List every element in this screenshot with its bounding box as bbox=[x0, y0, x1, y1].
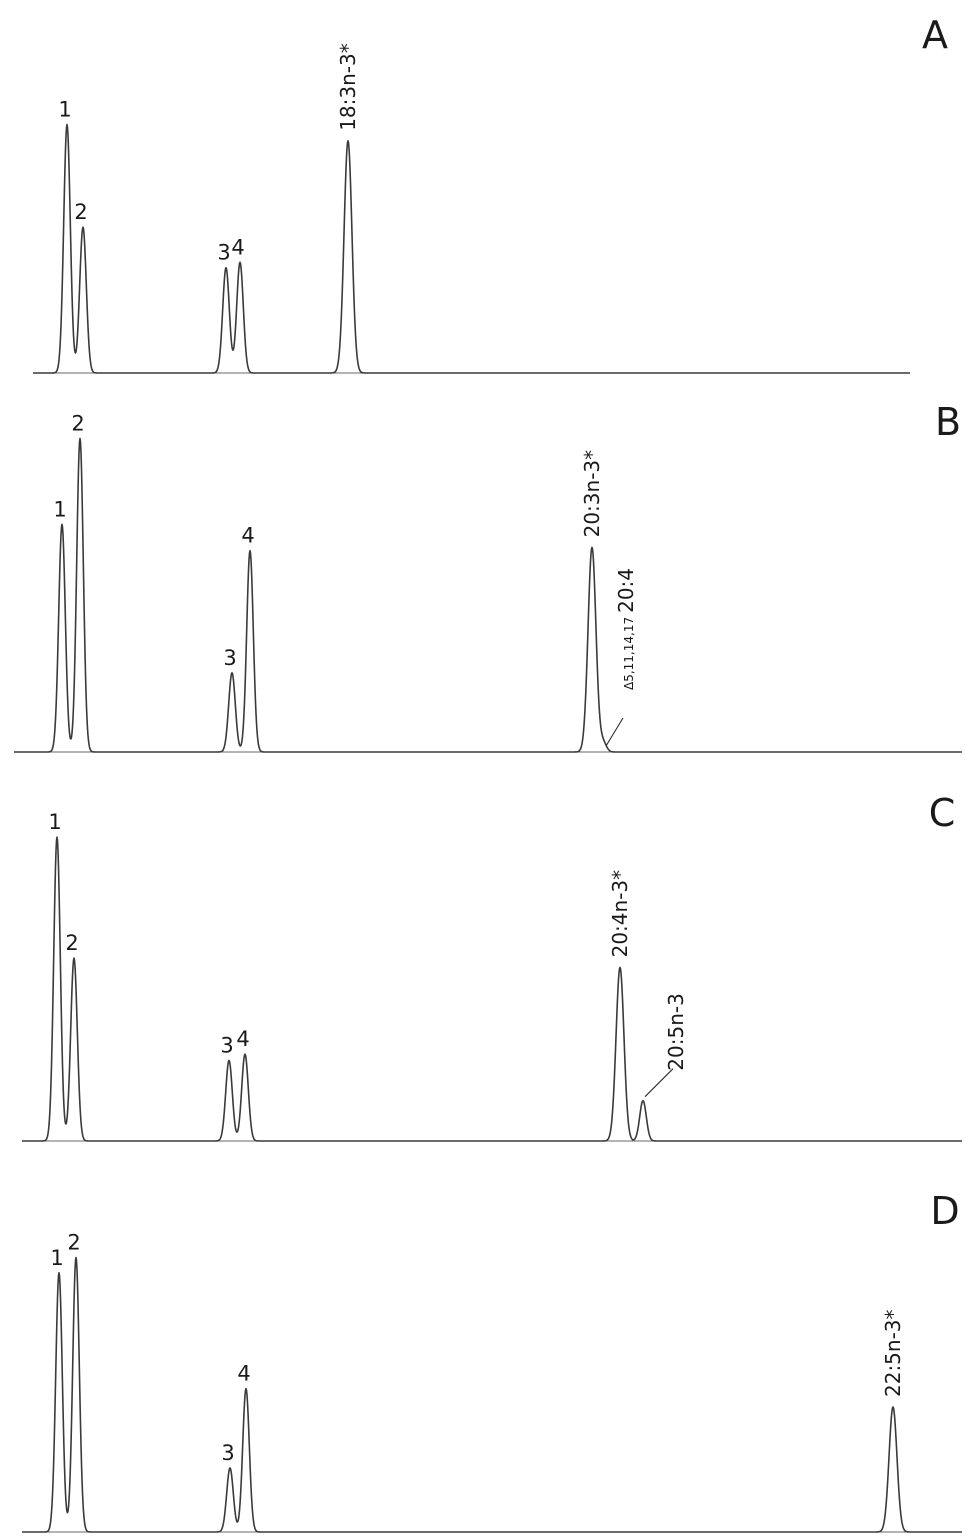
peak-label-1: 1 bbox=[50, 1246, 63, 1270]
peak-label-3: 3 bbox=[217, 241, 230, 265]
chromatogram-trace bbox=[13, 437, 963, 753]
peak-label-2: 2 bbox=[74, 200, 87, 224]
peak-label-2: 2 bbox=[67, 1231, 80, 1255]
peak-label-18-3n-3: 18:3n-3* bbox=[336, 43, 360, 131]
peak-label-subscript: Δ5,11,14,17 bbox=[622, 617, 636, 690]
peak-leader-20-4 bbox=[605, 717, 624, 747]
peak-label-4: 4 bbox=[236, 1027, 249, 1051]
peak-label-20-5n-3: 20:5n-3 bbox=[664, 993, 688, 1071]
peak-label-2: 2 bbox=[65, 931, 78, 955]
peak-label-4: 4 bbox=[231, 235, 244, 259]
peak-label-20-4: Δ5,11,14,17 20:4 bbox=[614, 568, 638, 690]
chromatogram-trace bbox=[32, 123, 911, 374]
panel-b: B 1 2 3 4 20:3n-3* Δ5,11,14,17 20:4 bbox=[13, 400, 963, 753]
peak-label-3: 3 bbox=[223, 646, 236, 670]
panel-letter-c: C bbox=[929, 791, 956, 835]
peak-label-20-4n-3: 20:4n-3* bbox=[608, 870, 632, 958]
peak-label-4: 4 bbox=[241, 524, 254, 548]
panel-letter-d: D bbox=[930, 1189, 959, 1233]
peak-label-main: 20:4 bbox=[614, 568, 638, 613]
chromatogram-trace bbox=[21, 1256, 963, 1533]
peak-label-3: 3 bbox=[220, 1033, 233, 1057]
peak-label-22-5n-3: 22:5n-3* bbox=[881, 1309, 905, 1397]
peak-label-4: 4 bbox=[237, 1362, 250, 1386]
panel-letter-b: B bbox=[935, 400, 961, 444]
peak-label-1: 1 bbox=[58, 98, 71, 122]
peak-label-3: 3 bbox=[221, 1441, 234, 1465]
panel-d: D 12 3 4 22:5n-3* bbox=[21, 1189, 963, 1533]
peak-label-2: 2 bbox=[71, 412, 84, 436]
peak-label-1: 1 bbox=[53, 497, 66, 521]
panel-c: C 1 2 3 4 20:4n-3* 20:5n-3 bbox=[21, 791, 963, 1142]
chromatogram-trace bbox=[21, 836, 963, 1142]
peak-label-20-3n-3: 20:3n-3* bbox=[580, 450, 604, 538]
panel-letter-a: A bbox=[922, 13, 948, 57]
panel-a: A 1 2 3 4 18:3n-3* bbox=[32, 13, 948, 374]
peak-label-1: 1 bbox=[48, 810, 61, 834]
peak-leader-20-5n-3 bbox=[644, 1068, 674, 1098]
